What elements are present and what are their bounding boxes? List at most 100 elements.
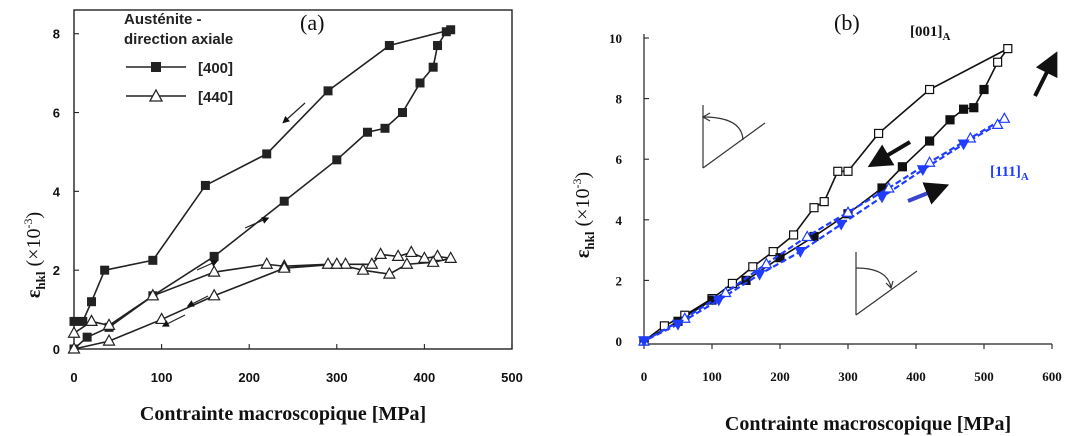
data-point-001 — [843, 166, 853, 176]
orientation-sketch-111 — [855, 252, 918, 316]
data-point-400 — [209, 251, 219, 261]
y-tick-label-b: 4 — [616, 213, 623, 228]
data-point-400 — [441, 27, 451, 37]
data-point-111 — [875, 192, 889, 204]
data-point-440 — [207, 264, 221, 277]
data-point-111 — [760, 257, 773, 269]
data-point-400 — [148, 255, 158, 265]
data-point-440 — [85, 314, 99, 327]
data-point-400 — [200, 180, 210, 190]
blue-loading-arrow-b — [907, 182, 950, 205]
data-point-001 — [924, 84, 935, 95]
y-tick-label-b: 6 — [616, 152, 623, 167]
data-point-111 — [794, 247, 807, 258]
data-point-400 — [100, 265, 110, 275]
data-point-440 — [431, 249, 445, 261]
data-point-440 — [374, 247, 388, 260]
data-point-440 — [207, 288, 221, 301]
data-point-111 — [801, 230, 814, 242]
y-tick-label-a: 8 — [53, 27, 60, 42]
orientation-sketch-001 — [701, 105, 766, 169]
data-point-400 — [78, 316, 88, 326]
data-point-001 — [727, 278, 738, 289]
x-tick-label-a: 500 — [501, 370, 523, 385]
x-axis-label-a: Contrainte macroscopique [MPa] — [140, 403, 426, 425]
data-point-111 — [637, 336, 651, 348]
arrow-a-5 — [161, 314, 186, 327]
data-point-001 — [897, 162, 908, 172]
data-point-440 — [365, 257, 379, 269]
svg-text:εhkl (×10-3): εhkl (×10-3) — [570, 172, 597, 258]
x-tick-label-b: 0 — [641, 369, 648, 384]
y-tick-label-b: 10 — [609, 31, 622, 46]
data-point-001 — [833, 166, 843, 176]
y-tick-label-b: 0 — [616, 334, 623, 349]
series-line-400 — [73, 28, 452, 350]
data-point-400 — [415, 78, 425, 88]
data-point-001 — [979, 84, 989, 95]
data-point-440 — [356, 262, 370, 275]
series-line-440 — [73, 251, 451, 350]
data-point-440 — [382, 266, 396, 279]
svg-text:εhkl (×10-3): εhkl (×10-3) — [21, 212, 48, 298]
y-tick-label-a: 0 — [53, 342, 60, 357]
y-tick-label-a: 2 — [53, 263, 60, 278]
legend-label-440: [440] — [198, 89, 233, 106]
data-point-440 — [277, 260, 291, 273]
data-point-001 — [748, 262, 758, 272]
legend-a: Austénite - direction axiale [400] [440] — [124, 11, 233, 106]
loading-arrow-b — [1033, 51, 1058, 97]
data-point-111 — [719, 286, 732, 298]
data-point-440 — [321, 257, 335, 269]
unloading-arrow-b — [867, 140, 912, 168]
arrow-a-1 — [282, 102, 306, 124]
x-tick-label-a: 0 — [70, 370, 77, 385]
x-tick-label-a: 200 — [238, 370, 260, 385]
data-point-440 — [400, 257, 414, 269]
data-point-400 — [398, 108, 407, 118]
series-label-001: [001]A — [910, 24, 951, 43]
panel-label-b: (b) — [834, 10, 860, 35]
series-label-111: [111]A — [990, 164, 1029, 183]
data-point-440 — [391, 249, 405, 261]
data-point-001 — [819, 197, 829, 207]
data-point-400 — [279, 196, 289, 206]
data-point-400 — [428, 62, 438, 72]
legend-label-400: [400] — [198, 60, 233, 77]
y-axis-label-b: εhkl (×10-3) — [570, 172, 597, 258]
legend-marker-440 — [148, 88, 164, 102]
y-tick-label-b: 2 — [616, 273, 623, 288]
data-point-001 — [788, 230, 799, 240]
data-point-001 — [945, 115, 955, 125]
x-tick-label-b: 400 — [906, 369, 926, 384]
data-point-111 — [957, 139, 970, 151]
legend-entry-440: [440] — [126, 88, 233, 106]
data-point-440 — [330, 257, 344, 269]
data-point-440 — [146, 288, 160, 301]
data-point-440 — [417, 251, 431, 263]
data-point-400 — [262, 149, 272, 159]
series-line-001 — [643, 47, 1009, 342]
data-point-111 — [671, 319, 685, 331]
data-point-440 — [339, 257, 353, 269]
data-point-001 — [969, 103, 979, 113]
data-point-440 — [67, 341, 81, 354]
data-point-111 — [882, 181, 895, 193]
data-point-001 — [958, 104, 969, 114]
x-axis-label-b: Contrainte macroscopique [MPa] — [725, 413, 1011, 435]
data-point-001 — [924, 136, 935, 146]
data-point-440 — [260, 257, 274, 269]
x-tick-label-a: 400 — [414, 370, 436, 385]
data-point-001 — [873, 128, 884, 139]
legend-title-line2: direction axiale — [124, 31, 233, 48]
legend-title-line1: Austénite - — [124, 11, 202, 28]
data-point-111 — [835, 219, 848, 231]
data-point-400 — [323, 86, 333, 96]
y-tick-label-a: 4 — [53, 184, 61, 199]
data-point-111 — [712, 295, 725, 307]
data-point-111 — [998, 112, 1011, 123]
legend-marker-400 — [151, 62, 161, 72]
data-point-111 — [841, 205, 855, 217]
data-point-111 — [916, 165, 929, 177]
